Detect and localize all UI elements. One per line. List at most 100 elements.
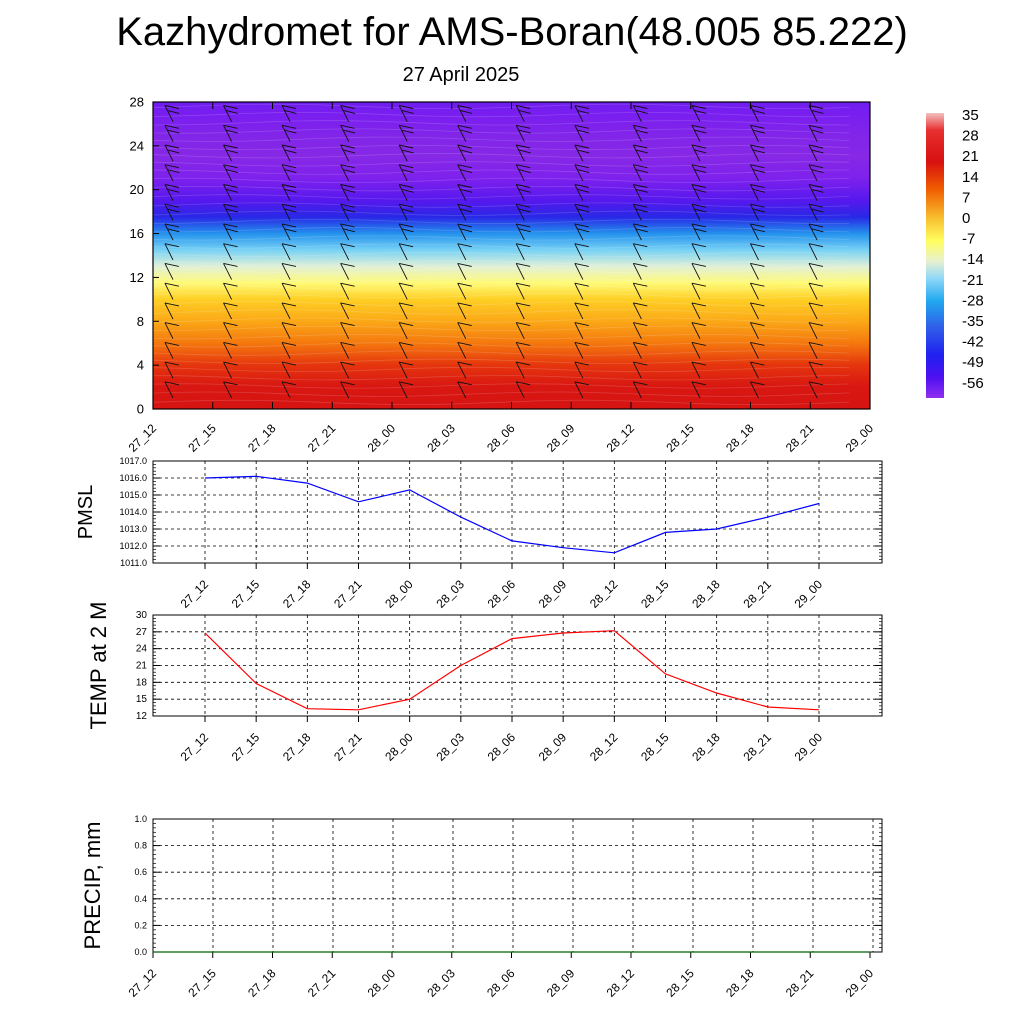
isotherm-line — [152, 350, 850, 356]
wind-barb-flag — [340, 282, 355, 287]
wind-barb — [398, 342, 408, 359]
wind-barb-flag — [516, 381, 531, 386]
series-line — [204, 475, 820, 554]
wind-barb-flag — [164, 341, 179, 346]
wind-barb-flag — [633, 322, 648, 327]
wind-barb — [515, 361, 525, 379]
isotherm-line — [152, 243, 850, 249]
wind-barb — [808, 243, 818, 261]
wind-barb-flag — [750, 282, 765, 287]
wind-barb-flag — [164, 282, 179, 287]
x-tick-label: 28_18 — [689, 577, 723, 611]
wind-barb-flag — [164, 144, 179, 149]
x-tick-label: 28_12 — [587, 577, 621, 611]
wind-barb — [164, 381, 174, 399]
x-tick-label: 28_15 — [638, 577, 672, 611]
wind-barb — [515, 105, 525, 122]
wind-barb — [515, 243, 525, 261]
wind-barb-flag — [457, 164, 472, 169]
wind-barb-flag — [401, 228, 414, 233]
wind-barb — [691, 243, 701, 261]
x-tick-label: 27_15 — [185, 421, 219, 455]
wind-barb-flag — [223, 124, 238, 129]
wind-barb-flag — [459, 109, 473, 114]
wind-barb — [457, 322, 467, 340]
wind-barb-flag — [633, 124, 648, 129]
wind-barb — [515, 164, 525, 182]
wind-barb — [457, 342, 467, 359]
isotherm-line — [152, 399, 850, 406]
wind-barb — [340, 164, 350, 182]
wind-barb-flag — [457, 361, 472, 366]
wind-barb — [457, 302, 467, 320]
colorbar-label: 14 — [962, 169, 979, 186]
wind-barb — [749, 125, 759, 142]
colorbar-label: -35 — [962, 313, 984, 330]
wind-barb — [281, 164, 291, 182]
wind-barb — [164, 144, 174, 162]
wind-barb — [223, 203, 233, 221]
wind-barb-flag — [635, 129, 648, 134]
wind-barb — [281, 282, 291, 300]
wind-barb-flag — [750, 322, 765, 327]
wind-barb-flag — [401, 208, 414, 213]
colorbar-scale — [926, 113, 944, 398]
wind-barb — [340, 381, 350, 399]
wind-barb-flag — [811, 109, 824, 114]
wind-barb-flag — [694, 208, 707, 213]
wind-barb — [749, 223, 759, 241]
wind-barb — [632, 184, 642, 201]
wind-barb — [691, 361, 701, 379]
wind-barb — [340, 243, 350, 261]
wind-barb-flag — [401, 129, 414, 134]
wind-barb-flag — [635, 228, 648, 233]
wind-barb — [808, 263, 818, 280]
wind-barb-flag — [808, 184, 824, 188]
wind-barb — [457, 381, 467, 399]
wind-barb-flag — [281, 381, 297, 386]
wind-barb-flag — [633, 164, 648, 169]
wind-barb — [691, 302, 701, 320]
wind-barb-flag — [399, 361, 414, 366]
y-tick-label: 20 — [130, 182, 144, 197]
wind-barb-flag — [691, 302, 706, 307]
wind-barb-flag — [574, 144, 589, 149]
wind-barb — [574, 361, 584, 379]
wind-barb-flag — [750, 223, 765, 228]
wind-barb-flag — [167, 208, 180, 213]
wind-barb — [223, 125, 233, 142]
wind-barb-flag — [223, 223, 238, 228]
x-tick-label: 28_21 — [740, 730, 774, 764]
wind-barb — [281, 381, 291, 399]
wind-barb-flag — [574, 203, 589, 208]
colorbar-label: -14 — [962, 251, 984, 268]
colorbar-label: -56 — [962, 375, 984, 392]
x-tick-label: 28_09 — [544, 421, 578, 455]
x-tick-label: 28_03 — [424, 421, 458, 455]
wind-barb-flag — [399, 124, 414, 129]
wind-barb-flag — [225, 188, 239, 193]
wind-barb — [164, 125, 174, 142]
wind-barb-flag — [284, 208, 297, 213]
wind-barb-flag — [574, 381, 589, 386]
wind-barb-flag — [750, 381, 765, 386]
wind-barb — [398, 263, 408, 280]
isotherm-line — [152, 194, 850, 200]
wind-barb-flag — [691, 262, 706, 267]
wind-barb-flag — [574, 184, 589, 188]
wind-barb-flag — [808, 381, 824, 386]
wind-barb-flag — [340, 184, 355, 188]
wind-barb-flag — [167, 228, 180, 233]
wind-barb-flag — [164, 164, 179, 169]
isotherm-line — [152, 259, 850, 266]
wind-barb — [398, 302, 408, 320]
wind-barb-flag — [752, 188, 766, 193]
wind-barb — [691, 381, 701, 399]
x-tick-label: 28_09 — [536, 730, 570, 764]
wind-barb-flag — [633, 243, 648, 248]
wind-barb-flag — [457, 243, 472, 248]
wind-barb-flag — [811, 228, 824, 233]
wind-barb-flag — [516, 243, 531, 248]
wind-barb-flag — [459, 208, 473, 213]
isotherm-line — [152, 301, 850, 307]
